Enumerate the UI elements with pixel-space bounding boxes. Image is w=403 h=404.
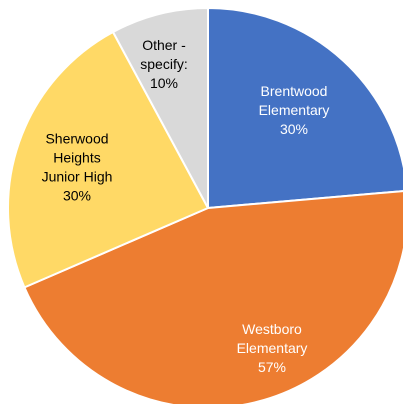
slice-label-line: specify:: [140, 56, 187, 72]
slice-label-line: Westboro: [242, 321, 302, 337]
slice-label-line: Sherwood: [45, 131, 108, 147]
slice-label-line: 30%: [280, 121, 308, 137]
pie-slices: [7, 7, 403, 404]
slice-label-line: 57%: [258, 359, 286, 375]
slice-label-line: 30%: [63, 188, 91, 204]
pie-labels: Brentwood Elementary 30% Westboro Elementary…: [42, 37, 330, 375]
slice-label-line: Brentwood: [261, 83, 328, 99]
slice-label-line: Elementary: [237, 340, 308, 356]
pie-slice-3: [7, 30, 209, 289]
slice-label-4: Other - specify: 10%: [140, 37, 187, 91]
slice-label-line: 10%: [150, 75, 178, 91]
slice-label-3: Sherwood Heights Junior High 30%: [42, 131, 113, 204]
slice-label-2: Westboro Elementary 57%: [237, 321, 308, 375]
slice-label-line: Other -: [142, 37, 186, 53]
slice-label-line: Elementary: [259, 102, 330, 118]
pie-slice-2: [23, 190, 403, 404]
slice-label-line: Junior High: [42, 169, 113, 185]
pie-slice-4: [112, 7, 209, 209]
slice-label-1: Brentwood Elementary 30%: [259, 83, 330, 137]
pie-slice-1: [207, 7, 403, 209]
slice-label-line: Heights: [53, 150, 100, 166]
